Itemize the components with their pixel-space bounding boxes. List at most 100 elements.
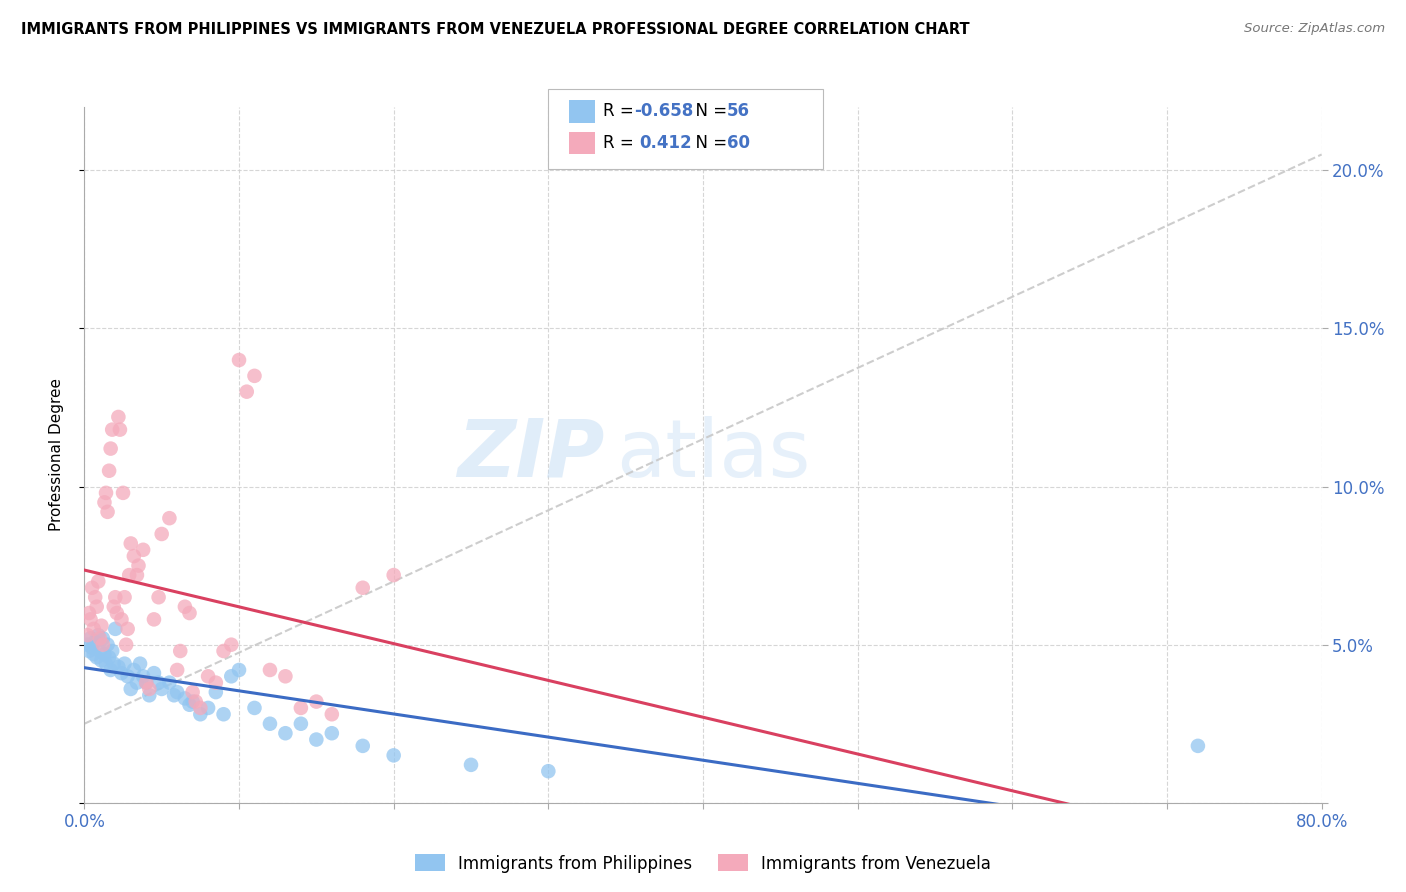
Text: N =: N = — [685, 103, 733, 120]
Point — [97, 505, 120, 519]
Point — [120, 536, 142, 550]
Point — [143, 666, 166, 681]
Point — [179, 606, 201, 620]
Point — [105, 606, 128, 620]
Point — [128, 558, 150, 573]
Point — [259, 716, 281, 731]
Point — [118, 568, 141, 582]
Point — [148, 675, 170, 690]
Point — [100, 663, 122, 677]
Text: 56: 56 — [727, 103, 749, 120]
Point — [163, 688, 186, 702]
Point — [129, 657, 152, 671]
Point — [115, 638, 138, 652]
Point — [197, 669, 219, 683]
Text: atlas: atlas — [616, 416, 811, 494]
Point — [76, 638, 98, 652]
Point — [82, 640, 104, 655]
Point — [243, 368, 266, 383]
Point — [83, 647, 105, 661]
Point — [117, 669, 139, 683]
Point — [159, 511, 181, 525]
Point — [181, 695, 204, 709]
Point — [135, 675, 157, 690]
Text: R =: R = — [603, 134, 644, 152]
Point — [90, 618, 112, 632]
Point — [98, 650, 121, 665]
Point — [159, 675, 181, 690]
Point — [205, 675, 228, 690]
Point — [132, 542, 155, 557]
Point — [132, 669, 155, 683]
Point — [87, 628, 110, 642]
Point — [382, 748, 405, 763]
Point — [212, 644, 235, 658]
Point — [83, 622, 105, 636]
Point — [89, 644, 111, 658]
Point — [77, 644, 100, 658]
Text: 0.412: 0.412 — [640, 134, 692, 152]
Point — [112, 486, 135, 500]
Point — [101, 423, 124, 437]
Point — [321, 726, 343, 740]
Point — [274, 669, 297, 683]
Legend: Immigrants from Philippines, Immigrants from Venezuela: Immigrants from Philippines, Immigrants … — [409, 847, 997, 880]
Text: -0.658: -0.658 — [634, 103, 693, 120]
Point — [135, 675, 157, 690]
Point — [110, 666, 132, 681]
Text: IMMIGRANTS FROM PHILIPPINES VS IMMIGRANTS FROM VENEZUELA PROFESSIONAL DEGREE COR: IMMIGRANTS FROM PHILIPPINES VS IMMIGRANT… — [21, 22, 970, 37]
Point — [103, 657, 125, 671]
Text: R =: R = — [603, 103, 640, 120]
Point — [179, 698, 201, 712]
Point — [114, 657, 136, 671]
Point — [290, 716, 312, 731]
Point — [321, 707, 343, 722]
Point — [86, 650, 108, 665]
Point — [114, 591, 136, 605]
Point — [90, 653, 112, 667]
Point — [243, 701, 266, 715]
Point — [76, 628, 98, 642]
Point — [228, 663, 250, 677]
Point — [1187, 739, 1209, 753]
Text: N =: N = — [685, 134, 733, 152]
Point — [87, 574, 110, 589]
Point — [138, 681, 160, 696]
Point — [125, 568, 148, 582]
Point — [143, 612, 166, 626]
Text: ZIP: ZIP — [457, 416, 605, 494]
Point — [91, 638, 114, 652]
Point — [221, 638, 243, 652]
Point — [79, 612, 101, 626]
Point — [103, 599, 125, 614]
Point — [188, 701, 212, 715]
Point — [221, 669, 243, 683]
Point — [82, 581, 104, 595]
Point — [84, 634, 107, 648]
Point — [174, 599, 197, 614]
Point — [305, 695, 328, 709]
Point — [89, 632, 111, 646]
Point — [104, 622, 127, 636]
Point — [104, 591, 127, 605]
Point — [94, 657, 117, 671]
Point — [174, 691, 197, 706]
Point — [205, 685, 228, 699]
Point — [169, 644, 191, 658]
Point — [97, 638, 120, 652]
Point — [188, 707, 212, 722]
Text: Source: ZipAtlas.com: Source: ZipAtlas.com — [1244, 22, 1385, 36]
Point — [352, 739, 374, 753]
Point — [101, 644, 124, 658]
Y-axis label: Professional Degree: Professional Degree — [49, 378, 63, 532]
Text: 60: 60 — [727, 134, 749, 152]
Point — [122, 663, 145, 677]
Point — [107, 660, 129, 674]
Point — [125, 675, 148, 690]
Point — [290, 701, 312, 715]
Point — [537, 764, 560, 779]
Point — [110, 612, 132, 626]
Point — [93, 647, 115, 661]
Point — [259, 663, 281, 677]
Point — [184, 695, 207, 709]
